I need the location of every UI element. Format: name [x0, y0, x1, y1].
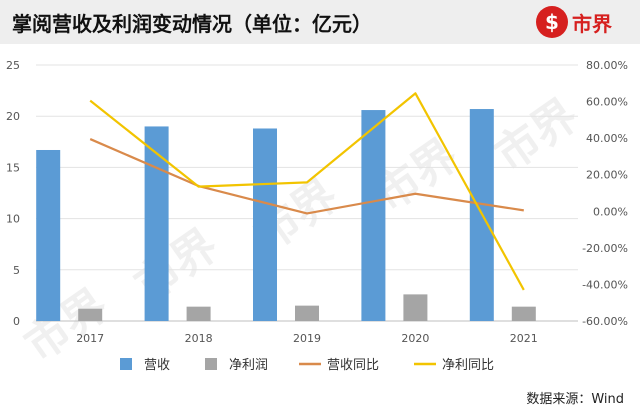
x-tick-label: 2020	[401, 332, 429, 345]
chart-title: 掌阅营收及利润变动情况（单位：亿元）	[12, 12, 372, 36]
y-right-tick-label: 60.00%	[586, 96, 628, 109]
bar-series	[36, 109, 536, 321]
y-left-tick-label: 10	[6, 213, 20, 226]
data-source: 数据来源：Wind	[526, 392, 624, 407]
y-left-tick-label: 20	[6, 110, 20, 123]
y-right-tick-label: -20.00%	[582, 242, 628, 255]
y-left-tick-label: 5	[13, 264, 20, 277]
legend: 营收 净利润 营收同比 净利同比	[120, 358, 494, 373]
net-profit-bar	[78, 308, 103, 321]
revenue-bar	[253, 128, 277, 321]
x-tick-label: 2021	[510, 332, 538, 345]
y-right-tick-label: 20.00%	[586, 169, 628, 182]
y-left-tick-label: 25	[6, 59, 20, 72]
title-bar: 掌阅营收及利润变动情况（单位：亿元） $ 市界	[0, 0, 640, 44]
revenue-bar	[144, 126, 169, 321]
line-series	[89, 92, 525, 291]
x-axis: 2017 2018 2019 2020 2021	[76, 332, 538, 345]
x-tick-label: 2019	[293, 332, 321, 345]
revenue-bar	[36, 149, 61, 321]
shijie-logo-icon: $	[536, 6, 568, 38]
left-axis: 0 5 10 15 20 25	[6, 59, 20, 328]
legend-net-profit-yoy-label: 净利同比	[442, 358, 494, 373]
brand-logo: $ 市界	[536, 6, 612, 38]
legend-revenue-swatch	[120, 358, 132, 370]
brand-name: 市界	[572, 11, 612, 36]
y-right-tick-label: -40.00%	[582, 278, 628, 291]
legend-revenue-yoy-label: 营收同比	[327, 358, 379, 373]
right-axis: -60.00% -40.00% -20.00% 0.00% 20.00% 40.00% 60…	[582, 59, 628, 328]
net-profit-bar	[511, 306, 536, 321]
legend-net-profit-label: 净利润	[229, 358, 268, 373]
y-left-tick-label: 15	[6, 161, 20, 174]
y-right-tick-label: 80.00%	[586, 59, 628, 72]
revenue-yoy-line	[89, 138, 524, 215]
net-profit-bar	[295, 305, 319, 321]
legend-revenue-label: 营收	[144, 358, 170, 373]
legend-net-profit-swatch	[205, 358, 217, 370]
net-profit-bar	[403, 294, 428, 321]
y-right-tick-label: 40.00%	[586, 132, 628, 145]
y-right-tick-label: 0.00%	[593, 205, 628, 218]
combo-chart: 0 5 10 15 20 25 -60.00% -40.00% -20.00% 0.00% 20.…	[6, 59, 628, 373]
y-left-tick-label: 0	[13, 315, 20, 328]
x-tick-label: 2017	[76, 332, 104, 345]
revenue-bar	[361, 110, 386, 321]
y-right-tick-label: -60.00%	[582, 315, 628, 328]
net-profit-bar	[186, 306, 211, 321]
x-tick-label: 2018	[185, 332, 213, 345]
gridlines	[36, 64, 578, 322]
net-profit-yoy-line	[89, 92, 525, 291]
